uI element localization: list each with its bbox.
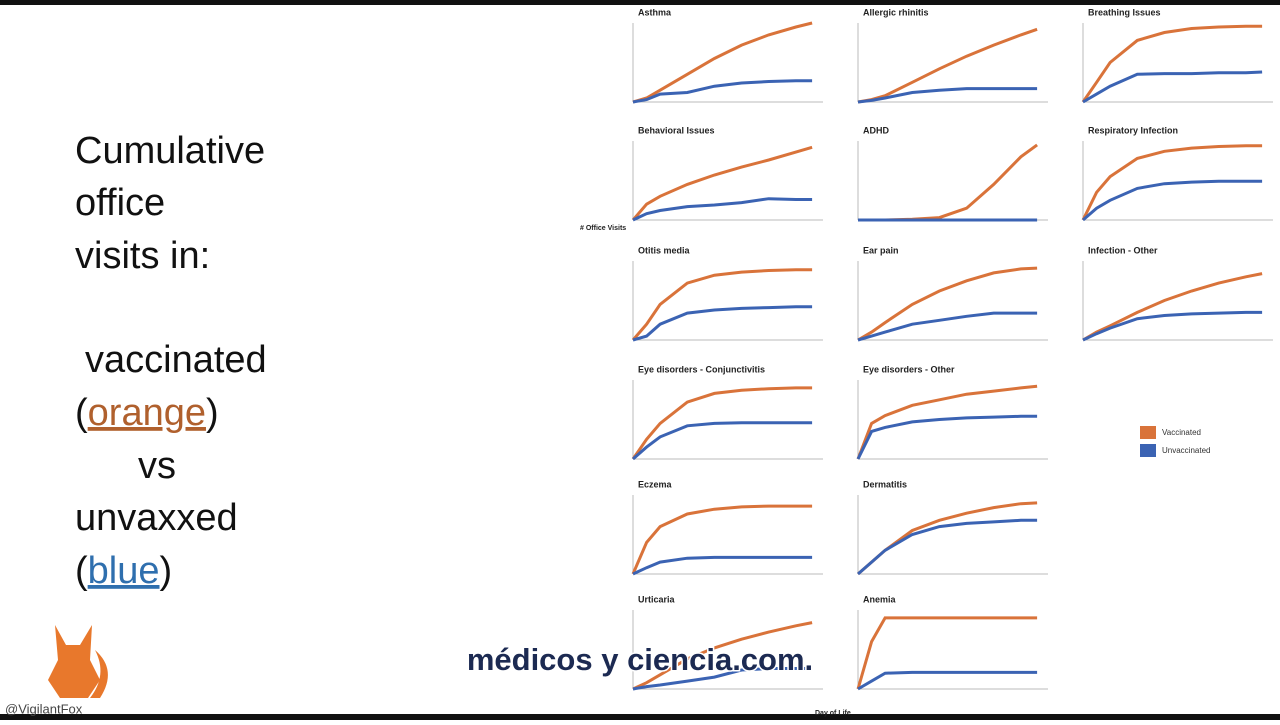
series-line [857,501,1038,576]
series-line [632,421,813,461]
series-line [1082,70,1263,104]
legend-label: Unvaccinated [1162,446,1210,455]
series-line [858,143,1038,222]
chart-title: Anemia [863,594,897,604]
series-line [631,268,813,341]
chart-title: Eye disorders - Other [863,364,955,374]
series-line [857,670,1038,691]
top-border [0,0,1280,5]
bottom-border [0,714,1280,720]
chart-title: Infection - Other [1088,245,1158,255]
label-unvaxxed: unvaxxed [75,497,238,539]
chart-title: Ear pain [863,245,899,255]
x-axis-label: Day of Life [815,710,851,717]
series-line [631,504,813,575]
series-line [1082,310,1263,342]
chart-title: Otitis media [638,245,691,255]
fox-logo [48,625,108,698]
chart-title: ADHD [863,125,889,135]
series-line [857,518,1038,576]
chart-title: Dermatitis [863,479,907,489]
series-line [632,667,813,691]
paren: (orange) [75,392,219,434]
series-line [1081,24,1263,103]
series-line [856,616,1038,690]
series-line [632,555,813,576]
heading: visits in: [75,235,210,277]
legend-swatch [1140,426,1156,439]
series-line [857,266,1038,342]
series-line [632,621,813,691]
legend-swatch [1140,444,1156,457]
chart-title: Breathing Issues [1088,7,1161,17]
legend: Vaccinated Unvaccinated [1140,426,1210,457]
series-line [857,311,1038,342]
chart-title: Allergic rhinitis [863,7,929,17]
blue-word: blue [88,550,160,592]
paren: ( [75,392,88,434]
legend-label: Vaccinated [1162,428,1201,437]
series-line [856,384,1038,460]
series-line [1082,272,1263,342]
chart-title: Asthma [638,7,672,17]
series-line [857,87,1038,104]
chart-title: Eye disorders - Conjunctivitis [638,364,765,374]
watermark: @VigilantFox [5,701,83,716]
chart-title: Urticaria [638,594,676,604]
paren: ) [206,392,219,434]
series-line [1081,144,1263,221]
chart-title: Eczema [638,479,673,489]
series-line [631,145,813,221]
orange-word: orange [88,392,206,434]
series-line [632,305,813,342]
series-line [632,79,813,104]
chart-title: Behavioral Issues [638,125,715,135]
paren: ) [160,550,173,592]
series-line [631,386,813,460]
paren: ( [75,550,88,592]
series-line [632,197,813,222]
label-vaccinated: vaccinated [85,339,267,381]
charts: Asthma Allergic rhinitis Breathing Issues B… [631,7,1273,691]
caption: médicos y ciencia.com. [467,642,813,677]
label-vs: vs [138,445,176,487]
chart-title: Respiratory Infection [1088,125,1178,135]
series-line [1082,179,1263,222]
series-line [856,414,1038,460]
series-line [632,21,813,104]
heading: Cumulative [75,130,265,172]
paren: (blue) [75,550,172,592]
heading: office [75,182,165,224]
y-axis-label: # Office Visits [580,225,626,232]
